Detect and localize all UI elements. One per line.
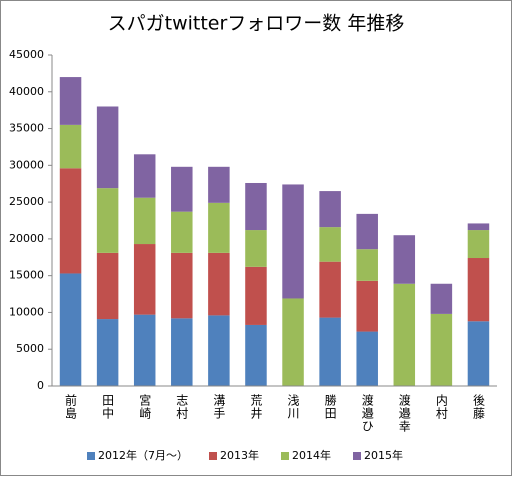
bar-segment	[96, 188, 119, 253]
legend-label: 2014年	[292, 448, 331, 462]
bar-segment	[393, 283, 416, 386]
bar-segment	[319, 317, 341, 386]
legend-label: 2015年	[364, 448, 403, 462]
bar-segment	[245, 230, 267, 267]
bar-segment	[133, 154, 156, 198]
bar-segment	[319, 261, 341, 318]
bar-segment	[356, 280, 378, 332]
bar-segment	[133, 197, 156, 245]
bar-segment	[59, 77, 82, 125]
bar-segment	[356, 331, 378, 386]
legend-swatch	[281, 452, 289, 460]
y-tick-label: 25000	[9, 195, 44, 208]
x-tick-label: 前島	[64, 393, 78, 420]
legend-swatch	[353, 452, 361, 460]
bar-segment	[171, 252, 193, 319]
x-tick-label: 荒井	[249, 394, 263, 420]
y-tick-label: 45000	[9, 48, 44, 61]
x-tick-label: 内村	[434, 394, 448, 420]
bar-segment	[282, 184, 304, 299]
bar-segment	[59, 124, 82, 169]
x-tick-label: 志村	[175, 394, 189, 420]
bar-segment	[208, 252, 230, 316]
bar-segment	[59, 273, 82, 386]
bar-segment	[171, 318, 193, 386]
bar-segment	[133, 314, 156, 386]
bar-segment	[245, 182, 267, 231]
bar-segment	[245, 324, 267, 386]
bar-segment	[171, 211, 193, 253]
x-tick-label: 浅川	[286, 394, 300, 420]
x-tick-label: 勝田	[323, 393, 337, 420]
y-tick-label: 0	[37, 379, 44, 392]
x-tick-label: 宮崎	[138, 393, 152, 420]
y-tick-label: 30000	[9, 158, 44, 171]
bar-segment	[319, 191, 341, 228]
bar-segment	[356, 249, 378, 281]
bar-segment	[208, 202, 230, 253]
legend-label: 2013年	[220, 448, 259, 462]
bar-segment	[171, 166, 193, 212]
bar-segment	[133, 244, 156, 315]
x-tick-label: 田中	[101, 394, 115, 420]
bar-segment	[96, 252, 119, 320]
y-tick-label: 5000	[16, 342, 44, 355]
y-tick-label: 40000	[9, 85, 44, 98]
bar-segment	[393, 235, 416, 284]
y-tick-label: 35000	[9, 122, 44, 135]
bar-segment	[467, 321, 490, 386]
bar-segment	[467, 258, 490, 322]
bar-segment	[430, 283, 453, 314]
x-tick-label: 溝手	[212, 394, 226, 420]
bar-segment	[59, 168, 82, 274]
bar-segment	[96, 106, 119, 189]
x-tick-label: 渡邉ひ	[360, 393, 374, 433]
y-tick-label: 10000	[9, 305, 44, 318]
bar-segment	[356, 213, 378, 250]
legend-swatch	[87, 452, 95, 460]
y-tick-label: 15000	[9, 269, 44, 282]
bar-segment	[319, 227, 341, 262]
bar-segment	[282, 298, 304, 386]
bar-segment	[96, 319, 119, 386]
bar-segment	[208, 315, 230, 386]
bar-segment	[467, 230, 490, 259]
bar-segment	[208, 166, 230, 203]
bar-segment	[430, 313, 453, 386]
x-tick-label: 渡邉幸	[397, 393, 411, 433]
chart-title: スパガtwitterフォロワー数 年推移	[108, 13, 405, 35]
x-tick-label: 後藤	[471, 394, 485, 420]
bar-segment	[245, 266, 267, 325]
y-tick-label: 20000	[9, 232, 44, 245]
bar-segment	[467, 223, 490, 231]
legend-label: 2012年（7月～）	[98, 448, 188, 462]
legend-swatch	[209, 452, 217, 460]
